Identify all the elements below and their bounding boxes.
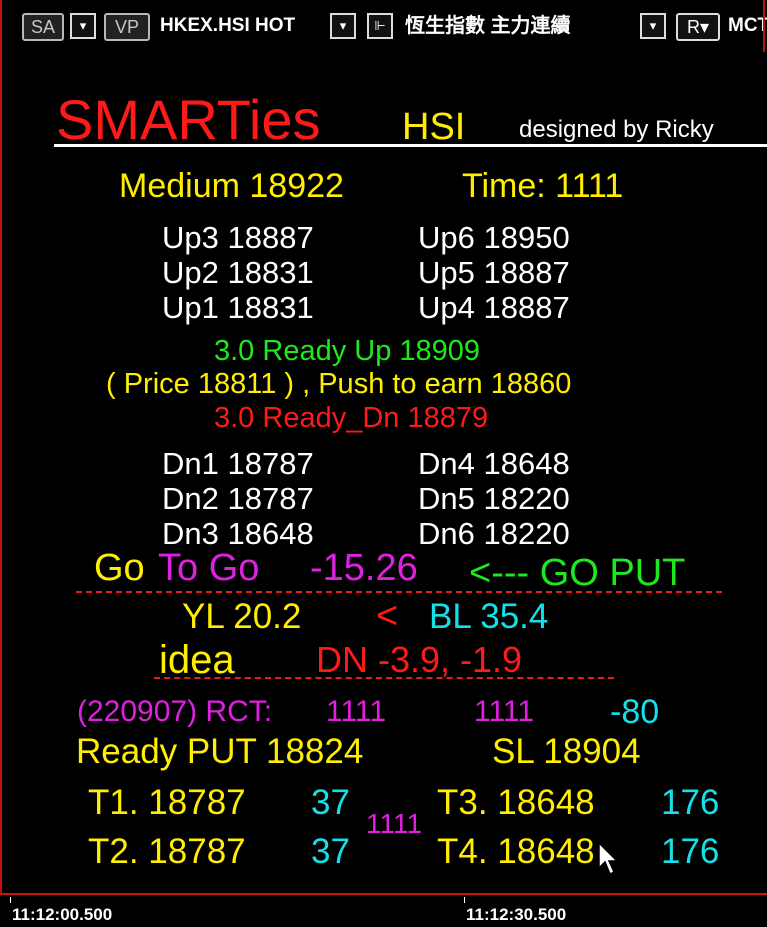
rct-value-1: 1111	[326, 695, 387, 728]
target-t4-points: 176	[661, 832, 720, 871]
target-t2: T2. 18787	[88, 832, 246, 871]
medium-value: Medium 18922	[119, 167, 344, 205]
go-put-signal: <--- GO PUT	[469, 552, 686, 594]
time-label-right: 11:12:30.500	[466, 905, 567, 924]
rct-value-3: -80	[610, 693, 660, 731]
rct-value-2: 1111	[474, 695, 535, 728]
r-button[interactable]: R▾	[676, 13, 720, 41]
rct-label: (220907) RCT:	[77, 695, 273, 728]
go-label: Go	[94, 547, 145, 589]
left-border	[0, 0, 2, 895]
ready-put: Ready PUT 18824	[76, 732, 364, 771]
dn3-level: Dn3 18648	[162, 516, 314, 551]
dn5-level: Dn5 18220	[418, 481, 570, 516]
title-smarties: SMARTies	[56, 88, 321, 151]
ready-dn: 3.0 Ready_Dn 18879	[214, 402, 489, 434]
to-go-label: To Go	[158, 547, 260, 589]
target-t1-points: 37	[311, 783, 350, 822]
dn2-level: Dn2 18787	[162, 481, 314, 516]
time-value: Time: 1111	[462, 167, 624, 205]
up5-level: Up5 18887	[418, 255, 570, 290]
dn1-level: Dn1 18787	[162, 446, 314, 481]
index-name-label: 恆生指數 主力連續	[405, 15, 571, 37]
target-t2-points: 37	[311, 832, 350, 871]
time-axis: 11:12:00.500 11:12:30.500	[0, 895, 767, 927]
dn6-level: Dn6 18220	[418, 516, 570, 551]
sa-button[interactable]: SA	[22, 13, 64, 41]
r-button-label: R	[686, 17, 700, 37]
idea-divider	[154, 677, 614, 679]
dn4-level: Dn4 18648	[418, 446, 570, 481]
to-go-value: -15.26	[310, 547, 418, 589]
target-t3: T3. 18648	[437, 783, 595, 822]
target-t3-points: 176	[661, 783, 720, 822]
up1-level: Up1 18831	[162, 290, 314, 325]
panel-bottom-border	[0, 893, 767, 895]
sa-dropdown-icon[interactable]: ▾	[70, 13, 96, 39]
target-t4: T4. 18648	[437, 832, 595, 871]
bl-value: BL 35.4	[429, 597, 549, 636]
title-hsi: HSI	[402, 106, 466, 148]
index-dropdown-icon[interactable]: ▾	[640, 13, 666, 39]
price-push-line: ( Price 18811 ) , Push to earn 18860	[106, 368, 572, 400]
time-tick-left	[10, 897, 11, 903]
targets-mid-value: 1111	[366, 808, 423, 839]
time-tick-right	[464, 897, 465, 903]
title-designed-by: designed by Ricky	[519, 116, 714, 143]
yl-value: YL 20.2	[182, 597, 302, 636]
ready-up: 3.0 Ready Up 18909	[214, 335, 481, 367]
time-label-left: 11:12:00.500	[12, 905, 113, 924]
mc-label: MCT	[728, 15, 767, 36]
target-t1: T1. 18787	[88, 783, 246, 822]
stop-loss: SL 18904	[492, 732, 641, 771]
title-underline	[54, 144, 767, 147]
indicator-panel: SMARTies HSI designed by Ricky Medium 18…	[4, 52, 767, 894]
up2-level: Up2 18831	[162, 255, 314, 290]
vp-button[interactable]: VP	[104, 13, 150, 41]
up6-level: Up6 18950	[418, 220, 570, 255]
less-than-sign: <	[376, 595, 399, 637]
chart-type-icon[interactable]: ⊩	[367, 13, 393, 39]
toolbar: SA ▾ VP HKEX.HSI HOT ▾ ⊩ 恆生指數 主力連續 ▾ R▾ …	[0, 0, 767, 52]
mouse-pointer-icon	[598, 842, 619, 876]
up4-level: Up4 18887	[418, 290, 570, 325]
idea-label: idea	[159, 638, 235, 682]
up3-level: Up3 18887	[162, 220, 314, 255]
idea-value: DN -3.9, -1.9	[316, 639, 523, 680]
go-divider	[76, 591, 722, 593]
symbol-label: HKEX.HSI HOT	[160, 15, 296, 36]
symbol-dropdown-icon[interactable]: ▾	[330, 13, 356, 39]
